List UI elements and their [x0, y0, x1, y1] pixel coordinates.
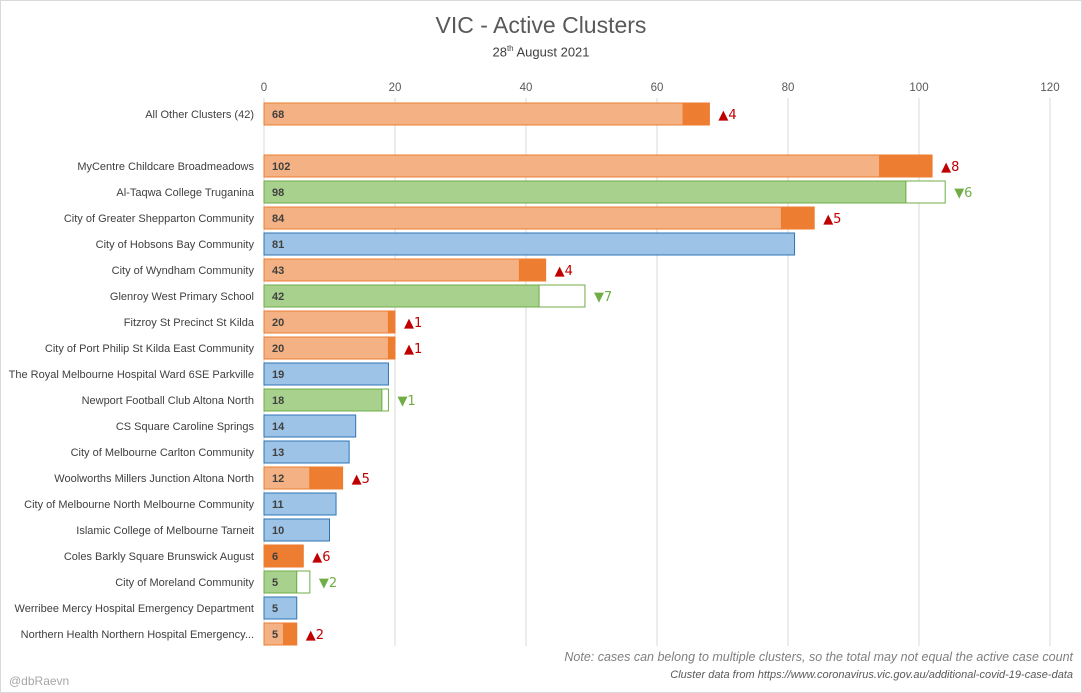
source-note: Cluster data from https://www.coronaviru…	[670, 669, 1073, 681]
bar-value-label: 13	[272, 447, 284, 459]
subtitle-ordinal: th	[506, 44, 514, 53]
category-label: City of Wyndham Community	[112, 265, 255, 277]
category-label: City of Greater Shepparton Community	[64, 213, 255, 225]
change-label: ▲8	[941, 160, 959, 175]
bar-increase	[387, 310, 396, 334]
bar-base	[263, 284, 540, 308]
bar-decrease	[381, 388, 389, 412]
category-label: MyCentre Childcare Broadmeadows	[77, 161, 254, 173]
bar-base	[263, 362, 389, 386]
bar-value-label: 42	[272, 291, 284, 303]
bar-value-label: 84	[272, 213, 285, 225]
subtitle-month-year: August 2021	[513, 44, 590, 60]
bar-base	[263, 570, 298, 594]
bar-value-label: 14	[272, 421, 285, 433]
bar-increase	[387, 336, 396, 360]
bar-decrease	[538, 284, 586, 308]
bar-value-label: 18	[272, 395, 284, 407]
category-label: City of Hobsons Bay Community	[96, 239, 255, 251]
bar-value-label: 68	[272, 109, 284, 121]
bar-decrease	[296, 570, 311, 594]
bar-increase	[518, 258, 547, 282]
category-label: Fitzroy St Precinct St Kilda	[124, 317, 255, 329]
category-label: City of Port Philip St Kilda East Commun…	[45, 343, 255, 355]
category-label: CS Square Caroline Springs	[116, 421, 255, 433]
chart-title: VIC - Active Clusters	[435, 12, 647, 38]
category-label: Islamic College of Melbourne Tarneit	[76, 525, 254, 537]
bar-value-label: 19	[272, 369, 284, 381]
bar-value-label: 5	[272, 603, 278, 615]
bar-value-label: 10	[272, 525, 284, 537]
chart-subtitle: 28th August 2021	[0, 44, 1082, 59]
bar-base	[263, 440, 350, 464]
bar-base	[263, 102, 684, 126]
footnote: Note: cases can belong to multiple clust…	[564, 650, 1073, 664]
x-tick-label: 60	[651, 82, 664, 94]
change-label: ▲5	[352, 472, 370, 487]
bar-value-label: 12	[272, 473, 284, 485]
bar-base	[263, 414, 357, 438]
bar-value-label: 43	[272, 265, 284, 277]
bar-base	[263, 518, 330, 542]
bar-increase	[263, 544, 304, 568]
bar-value-label: 20	[272, 317, 284, 329]
bar-base	[263, 180, 907, 204]
bar-value-label: 5	[272, 577, 278, 589]
bar-value-label: 102	[272, 161, 290, 173]
category-label: Werribee Mercy Hospital Emergency Depart…	[15, 603, 254, 615]
change-label: ▲1	[404, 316, 422, 331]
bar-base	[263, 492, 337, 516]
bar-increase	[780, 206, 815, 230]
bar-increase	[879, 154, 933, 178]
change-label: ▲1	[404, 342, 422, 357]
bar-value-label: 6	[272, 551, 278, 563]
bar-base	[263, 154, 881, 178]
bar-base	[263, 466, 311, 490]
x-tick-label: 20	[389, 82, 402, 94]
category-label: City of Melbourne Carlton Community	[71, 447, 255, 459]
bar-increase	[309, 466, 344, 490]
bar-decrease	[905, 180, 946, 204]
category-label: All Other Clusters (42)	[145, 109, 254, 121]
change-label: ▲2	[306, 628, 324, 643]
bar-value-label: 81	[272, 239, 284, 251]
category-label: Al-Taqwa College Truganina	[116, 187, 254, 199]
category-label: City of Moreland Community	[115, 577, 254, 589]
change-label: ▲4	[555, 264, 573, 279]
bar-increase	[682, 102, 710, 126]
bar-base	[263, 206, 782, 230]
bar-increase	[283, 622, 298, 646]
change-label: ▼7	[594, 290, 612, 305]
bar-value-label: 98	[272, 187, 284, 199]
bar-base	[263, 258, 520, 282]
bar-base	[263, 596, 298, 620]
change-label: ▼1	[397, 394, 415, 409]
change-label: ▲5	[823, 212, 841, 227]
change-label: ▼2	[319, 576, 337, 591]
change-label: ▲6	[312, 550, 330, 565]
x-tick-label: 40	[520, 82, 533, 94]
author-handle: @dbRaevn	[9, 674, 70, 688]
x-tick-label: 120	[1040, 82, 1059, 94]
category-label: Glenroy West Primary School	[110, 291, 254, 303]
category-label: Newport Football Club Altona North	[82, 395, 254, 407]
bar-base	[263, 232, 796, 256]
x-tick-label: 100	[909, 82, 928, 94]
category-label: The Royal Melbourne Hospital Ward 6SE Pa…	[9, 369, 254, 381]
category-label: City of Melbourne North Melbourne Commun…	[24, 499, 254, 511]
change-label: ▼6	[954, 186, 972, 201]
category-label: Coles Barkly Square Brunswick August	[64, 551, 254, 563]
bar-value-label: 20	[272, 343, 284, 355]
x-tick-label: 80	[782, 82, 795, 94]
bar-value-label: 11	[272, 499, 284, 511]
category-label: Woolworths Millers Junction Altona North	[54, 473, 254, 485]
x-tick-label: 0	[261, 82, 267, 94]
category-label: Northern Health Northern Hospital Emerge…	[21, 629, 254, 641]
change-label: ▲4	[718, 108, 736, 123]
bar-value-label: 5	[272, 629, 278, 641]
subtitle-day: 28	[492, 44, 507, 60]
